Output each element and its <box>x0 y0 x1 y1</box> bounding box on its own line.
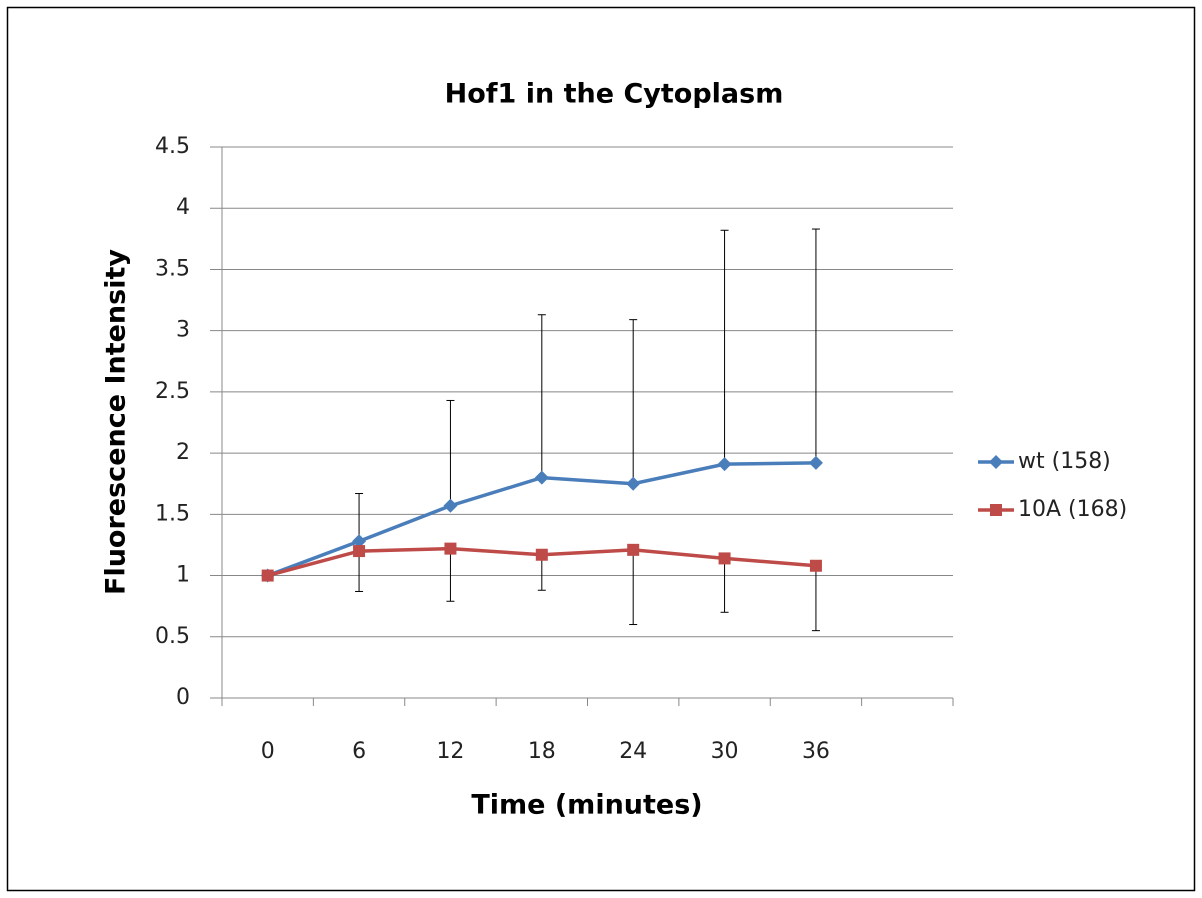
y-tick-label: 4 <box>176 195 190 220</box>
frame <box>6 6 1196 892</box>
y-tick-label: 0.5 <box>155 624 190 649</box>
y-tick-label: 0 <box>176 685 190 710</box>
y-tick-label: 4.5 <box>155 134 190 159</box>
y-tick-label: 1 <box>176 563 190 588</box>
y-tick-label: 3 <box>176 318 190 343</box>
legend-marker <box>989 455 1003 469</box>
marker <box>261 569 274 582</box>
legend-label: 10A (168) <box>1018 497 1127 522</box>
y-axis-label: Fluorescence Intensity <box>101 249 132 595</box>
x-tick-label: 12 <box>436 739 464 764</box>
chart-title: Hof1 in the Cytoplasm <box>445 79 784 110</box>
marker <box>717 457 732 472</box>
y-tick-label: 2 <box>176 440 190 465</box>
marker <box>534 470 549 485</box>
x-tick-label: 6 <box>352 739 366 764</box>
y-tick-label: 2.5 <box>155 379 190 404</box>
marker <box>353 545 366 558</box>
marker <box>808 455 823 470</box>
x-axis-label: Time (minutes) <box>471 790 702 821</box>
marker <box>626 476 641 491</box>
marker <box>444 542 457 555</box>
x-tick-label: 24 <box>619 739 647 764</box>
y-tick-label: 3.5 <box>155 256 190 281</box>
marker <box>718 552 731 565</box>
legend-label: wt (158) <box>1018 449 1111 474</box>
marker <box>535 548 548 561</box>
x-tick-label: 30 <box>711 739 739 764</box>
y-tick-label: 1.5 <box>155 501 190 526</box>
x-tick-label: 36 <box>802 739 830 764</box>
x-tick-label: 0 <box>261 739 275 764</box>
marker <box>352 534 367 549</box>
legend-marker <box>990 504 1002 516</box>
x-tick-label: 18 <box>528 739 556 764</box>
marker <box>627 543 640 556</box>
marker <box>443 498 458 513</box>
marker <box>809 559 822 572</box>
